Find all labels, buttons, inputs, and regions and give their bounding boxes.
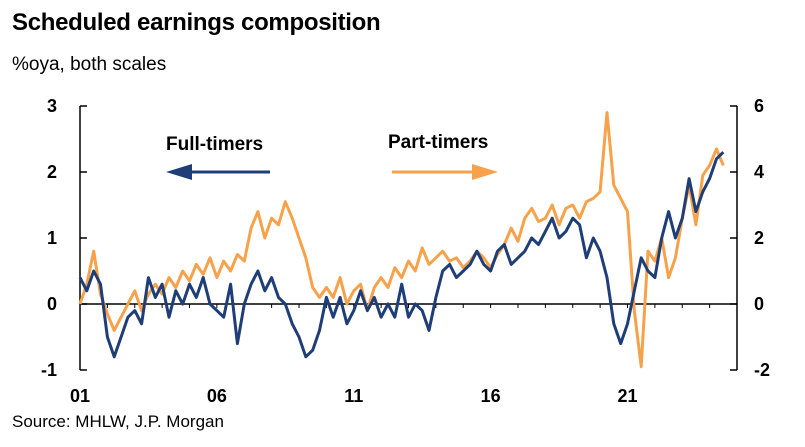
- x-tick-label: 16: [481, 386, 501, 406]
- full-timers-label: Full-timers: [166, 134, 263, 155]
- left-tick-label: 3: [47, 96, 57, 116]
- right-tick-label: 2: [754, 228, 764, 248]
- source-note: Source: MHLW, J.P. Morgan: [12, 412, 224, 431]
- left-tick-label: 1: [47, 228, 57, 248]
- full-timers-line: [78, 151, 725, 359]
- left-tick-label: 0: [47, 294, 57, 314]
- right-tick-label: 0: [754, 294, 764, 314]
- right-tick-label: 4: [754, 162, 764, 182]
- part-timers-line: [78, 111, 725, 369]
- left-arrow-head: [166, 164, 192, 180]
- right-tick-label: -2: [754, 360, 770, 380]
- part-timers-label: Part-timers: [388, 132, 488, 153]
- left-tick-label: -1: [41, 360, 57, 380]
- annotation-layer: Full-timers Part-timers: [166, 132, 498, 180]
- right-tick-label: 6: [754, 96, 764, 116]
- chart-subtitle: %oya, both scales: [12, 54, 167, 75]
- series-layer: [78, 111, 725, 369]
- x-tick-label: 01: [70, 386, 90, 406]
- right-arrow-head: [472, 164, 498, 180]
- x-tick-label: 06: [207, 386, 227, 406]
- chart-title: Scheduled earnings composition: [12, 9, 381, 36]
- x-tick-label: 11: [344, 386, 363, 406]
- x-tick-label: 21: [617, 386, 637, 406]
- left-tick-label: 2: [47, 162, 57, 182]
